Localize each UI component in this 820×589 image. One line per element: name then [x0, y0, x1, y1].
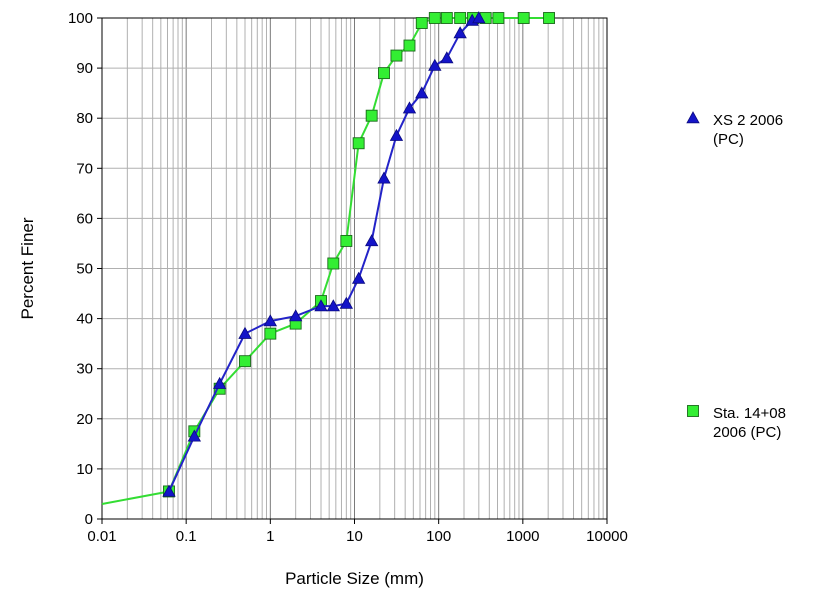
y-tick-label: 50: [76, 261, 93, 278]
data-point: [389, 128, 404, 141]
data-point: [352, 137, 365, 150]
data-point: [212, 376, 227, 389]
data-point: [327, 257, 340, 270]
data-point: [415, 17, 428, 29]
y-tick-label: 40: [76, 311, 93, 328]
legend-label: XS 2 2006: [713, 112, 783, 129]
data-point: [377, 171, 391, 184]
data-point: [492, 12, 505, 24]
y-tick-label: 30: [76, 361, 93, 378]
x-axis-title: Particle Size (mm): [285, 569, 424, 588]
y-tick-label: 20: [76, 411, 93, 428]
data-point: [378, 67, 390, 80]
legend-marker: [686, 111, 700, 124]
data-point: [403, 39, 416, 52]
y-tick-label: 60: [76, 210, 93, 227]
series-0: [162, 11, 486, 497]
data-point: [440, 12, 453, 24]
y-tick-label: 10: [76, 461, 93, 478]
data-point: [326, 299, 340, 312]
data-point: [239, 355, 251, 368]
data-point: [543, 12, 555, 24]
data-point: [288, 309, 303, 322]
y-tick-label: 70: [76, 160, 93, 177]
x-tick-label: 100: [426, 528, 451, 545]
data-point: [340, 234, 353, 247]
data-point: [472, 11, 486, 24]
legend: XS 2 2006 (PC) Sta. 14+08 2006 (PC): [686, 111, 786, 441]
data-point: [428, 58, 442, 71]
x-tick-label: 0.01: [87, 528, 116, 545]
y-tick-label: 90: [76, 60, 93, 77]
x-tick-label: 1000: [506, 528, 539, 545]
series-line: [101, 17, 550, 505]
y-tick-label: 0: [85, 511, 93, 528]
y-axis-title: Percent Finer: [18, 217, 37, 319]
data-point: [402, 101, 417, 114]
legend-marker: [687, 405, 699, 417]
data-point: [187, 429, 202, 442]
ticks: 0.01 0.1 1 10 100 1000 10000 0 10 20 30 40 50 60 70 80 9…: [68, 10, 628, 545]
data-point: [351, 271, 366, 284]
data-point: [238, 326, 252, 339]
legend-label: (PC): [713, 131, 744, 148]
y-tick-label: 80: [76, 110, 93, 127]
data-point: [390, 49, 403, 62]
x-tick-label: 10: [346, 528, 363, 545]
data-point: [365, 234, 379, 247]
data-point: [440, 51, 454, 64]
data-point: [339, 296, 354, 309]
x-tick-label: 10000: [586, 528, 628, 545]
series-line: [168, 17, 480, 492]
data-point: [415, 86, 429, 99]
data-point: [454, 12, 467, 24]
data-point: [162, 484, 176, 497]
x-tick-label: 0.1: [176, 528, 197, 545]
data-point: [264, 327, 277, 340]
series: [101, 11, 555, 505]
x-tick-label: 1: [266, 528, 274, 545]
data-point: [428, 12, 441, 24]
data-point: [517, 12, 530, 24]
data-point: [263, 314, 278, 327]
grid: [102, 18, 607, 519]
data-point: [453, 26, 467, 39]
data-point: [365, 109, 378, 122]
data-point: [314, 299, 328, 312]
series-1: [101, 12, 555, 505]
y-tick-label: 100: [68, 10, 93, 27]
legend-label: Sta. 14+08: [713, 405, 786, 422]
legend-label: 2006 (PC): [713, 424, 781, 441]
